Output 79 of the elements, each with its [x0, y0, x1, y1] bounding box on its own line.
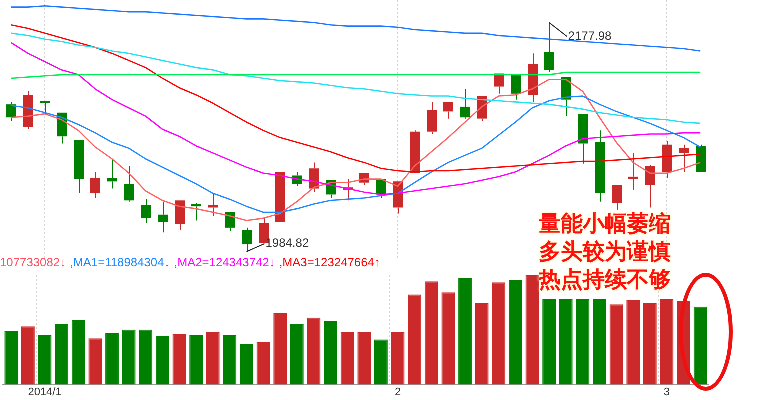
bar	[72, 320, 86, 385]
bar	[660, 299, 674, 385]
bar	[274, 313, 288, 385]
annotation: 多头较为谨慎	[539, 239, 671, 267]
candlestick	[544, 22, 554, 74]
bar	[38, 335, 52, 385]
bar	[206, 332, 220, 385]
bar	[374, 340, 388, 385]
bar	[442, 292, 456, 385]
bar	[492, 282, 506, 385]
candlestick	[428, 102, 438, 135]
x-tick-label: 2014/1	[28, 386, 62, 398]
bar	[4, 331, 18, 385]
bar	[626, 300, 640, 385]
candlestick	[192, 202, 202, 222]
annotation: 量能小幅萎缩	[539, 211, 671, 239]
text: 107733082↓	[0, 255, 66, 270]
candlestick	[158, 201, 168, 234]
candlestick	[460, 88, 470, 120]
text: ,MA2=124343742↓	[174, 255, 276, 270]
candlestick	[108, 158, 118, 190]
bar	[21, 326, 35, 385]
candlestick	[24, 91, 34, 130]
candlestick	[74, 140, 84, 194]
candlestick	[124, 166, 134, 202]
annotation: 2177.98	[568, 29, 612, 44]
candlestick	[662, 140, 672, 179]
candlestick	[680, 144, 690, 173]
bar	[340, 332, 354, 385]
bar	[475, 304, 489, 385]
bar	[256, 342, 270, 385]
candlestick	[176, 200, 186, 231]
bar	[88, 338, 102, 385]
bar	[240, 344, 254, 385]
text: ,MA3=123247664↑	[279, 255, 380, 270]
bar	[190, 335, 204, 385]
bar	[576, 299, 590, 385]
candlestick	[596, 130, 606, 202]
bar	[55, 324, 69, 385]
bar	[610, 304, 624, 385]
bar	[290, 324, 304, 385]
bar	[408, 294, 422, 385]
candlestick	[226, 212, 236, 232]
bar	[508, 280, 522, 385]
bar	[156, 336, 170, 385]
bar	[526, 275, 540, 385]
bar	[139, 330, 153, 385]
x-tick-label: 3	[664, 386, 670, 398]
candlestick	[494, 74, 504, 94]
candlestick	[628, 152, 638, 190]
candlestick	[6, 102, 16, 122]
bar	[593, 299, 606, 385]
bar	[542, 299, 556, 385]
bar	[223, 335, 237, 385]
bar	[694, 306, 708, 385]
bar	[358, 332, 372, 385]
candlestick	[410, 130, 420, 174]
candlestick	[528, 53, 538, 103]
candlestick	[578, 114, 588, 164]
bar	[172, 334, 186, 385]
candlestick	[142, 198, 152, 224]
candlestick	[444, 102, 454, 120]
bar	[458, 278, 472, 385]
bar	[643, 304, 657, 385]
bar	[122, 330, 136, 385]
bar	[106, 333, 119, 385]
text: ,MA1=118984304↓	[70, 255, 170, 270]
candlestick	[90, 172, 100, 199]
candlestick	[208, 193, 218, 217]
bar	[424, 282, 438, 385]
bar	[307, 318, 321, 385]
bar	[559, 299, 573, 385]
candlestick	[612, 185, 622, 211]
annotation: 热点持续不够	[539, 267, 671, 295]
bar	[391, 332, 405, 385]
annotation: 1984.82	[266, 236, 310, 250]
x-tick-label: 2	[394, 386, 402, 398]
bar	[324, 321, 338, 385]
candlestick	[242, 227, 252, 252]
